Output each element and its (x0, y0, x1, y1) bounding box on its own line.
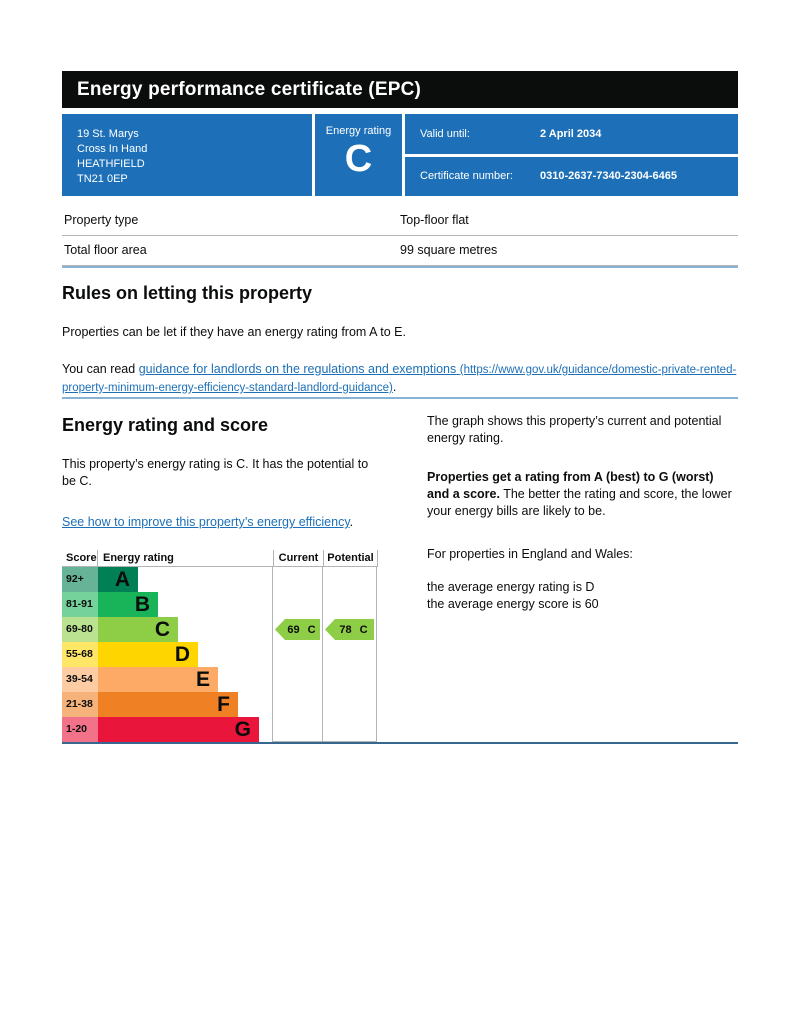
energy-rating-value: C (344, 138, 373, 180)
score-range-f: 21-38 (62, 692, 98, 717)
rating-band-row: 69-80 C (62, 617, 272, 642)
bottom-divider (62, 742, 738, 744)
chart-header-row: Score Energy rating Current Potential (62, 550, 378, 567)
address-line-4: TN21 0EP (77, 173, 128, 185)
certificate-validity-panel: Valid until: 2 April 2034 Certificate nu… (405, 114, 738, 196)
score-range-a: 92+ (62, 567, 98, 592)
address-line-2: Cross In Hand (77, 143, 148, 155)
address-line-1: 19 St. Marys (77, 128, 139, 140)
rating-band-row: 81-91 B (62, 592, 272, 617)
average-stats-paragraph: the average energy rating is D the avera… (427, 579, 738, 613)
certificate-number-label: Certificate number: (420, 170, 513, 183)
energy-rating-badge: Energy rating C (315, 114, 402, 196)
average-score-line: the average energy score is 60 (427, 597, 599, 611)
letting-rules-paragraph: Properties can be let if they have an en… (62, 325, 406, 339)
floor-area-label: Total floor area (64, 243, 147, 257)
section-divider (62, 266, 738, 268)
rating-right-column: The graph shows this property’s current … (427, 413, 738, 742)
rating-band-row: 55-68 D (62, 642, 272, 667)
valid-until-label: Valid until: (420, 127, 470, 140)
rating-explanation-rest: The better the rating and score, the low… (427, 487, 732, 518)
chart-potential-header: Potential (323, 550, 378, 566)
rating-band-row: 92+ A (62, 567, 272, 592)
rating-explanation-paragraph: Properties get a rating from A (best) to… (427, 469, 738, 520)
letting-rules-heading: Rules on letting this property (62, 283, 313, 303)
table-row: Total floor area 99 square metres (62, 236, 738, 266)
property-address: 19 St. Marys Cross In Hand HEATHFIELD TN… (62, 114, 312, 196)
improve-link-suffix: . (349, 515, 354, 529)
certificate-number-value: 0310-2637-7340-2304-6465 (540, 170, 678, 183)
score-range-d: 55-68 (62, 642, 98, 667)
energy-rating-label: Energy rating (325, 125, 392, 137)
rating-band-b: B (98, 592, 158, 617)
rating-left-column: Energy rating and score This property’s … (62, 413, 379, 742)
score-range-g: 1-20 (62, 717, 98, 742)
property-type-value: Top-floor flat (400, 213, 469, 227)
rating-band-row: 39-54 E (62, 667, 272, 692)
rating-band-g: G (98, 717, 259, 742)
valid-until-row: Valid until: 2 April 2034 (405, 114, 738, 154)
rating-intro-paragraph: This property’s energy rating is C. It h… (62, 457, 369, 488)
rating-band-d: D (98, 642, 198, 667)
landlord-guidance-paragraph: You can read guidance for landlords on t… (62, 361, 738, 397)
energy-rating-chart: Score Energy rating Current Potential 92… (62, 550, 378, 742)
graph-description-paragraph: The graph shows this property’s current … (427, 414, 722, 445)
chart-body: 92+ A 81-91 B 69-80 C 55-68 D 39-54 E 21-38 F 1-20 G … (62, 567, 378, 742)
valid-until-value: 2 April 2034 (540, 127, 602, 140)
address-line-3: HEATHFIELD (77, 158, 145, 170)
potential-rating-arrow: 78 C (325, 619, 374, 640)
table-row: Property type Top-floor flat (62, 206, 738, 236)
property-details-table: Property type Top-floor flat Total floor… (62, 206, 738, 266)
rating-band-row: 21-38 F (62, 692, 272, 717)
landlord-guidance-link[interactable]: guidance for landlords on the regulation… (62, 362, 737, 394)
current-rating-column: 69 C (272, 567, 322, 742)
floor-area-value: 99 square metres (400, 243, 498, 257)
document-content: Energy performance certificate (EPC) 19 … (62, 71, 738, 744)
energy-rating-heading: Energy rating and score (62, 415, 269, 435)
rating-band-row: 1-20 G (62, 717, 272, 742)
current-rating-arrow-band: C (307, 623, 316, 636)
rating-band-f: F (98, 692, 238, 717)
energy-rating-section: Energy rating and score This property’s … (62, 413, 738, 742)
potential-rating-arrow-score: 78 (339, 623, 352, 636)
guidance-suffix-text: . (392, 380, 397, 394)
page-title: Energy performance certificate (EPC) (62, 71, 738, 108)
improve-link-paragraph: See how to improve this property’s energ… (62, 514, 379, 531)
rating-band-e: E (98, 667, 218, 692)
rating-bands: 92+ A 81-91 B 69-80 C 55-68 D 39-54 E 21-38 F 1-20 G (62, 567, 272, 742)
guidance-prefix-text: You can read (62, 362, 139, 376)
score-range-b: 81-91 (62, 592, 98, 617)
potential-rating-column: 78 C (322, 567, 377, 742)
chart-rating-header: Energy rating (103, 552, 174, 564)
improve-efficiency-link[interactable]: See how to improve this property’s energ… (62, 515, 350, 529)
score-range-e: 39-54 (62, 667, 98, 692)
guidance-link-url-text: (https://www.gov.uk/guidance/domestic-pr… (62, 364, 737, 394)
current-rating-arrow: 69 C (275, 619, 320, 640)
property-type-label: Property type (64, 213, 139, 227)
certificate-number-row: Certificate number: 0310-2637-7340-2304-… (405, 156, 738, 196)
section-divider (62, 397, 738, 399)
rating-band-c: C (98, 617, 178, 642)
rating-explanation-bold: Properties get a rating from A (best) to… (427, 470, 714, 501)
potential-rating-arrow-band: C (359, 623, 368, 636)
england-wales-paragraph: For properties in England and Wales: (427, 547, 633, 561)
rating-band-a: A (98, 567, 138, 592)
chart-score-header: Score (62, 550, 98, 566)
certificate-summary-panel: 19 St. Marys Cross In Hand HEATHFIELD TN… (62, 114, 738, 196)
score-range-c: 69-80 (62, 617, 98, 642)
current-rating-arrow-score: 69 (287, 623, 300, 636)
average-rating-line: the average energy rating is D (427, 580, 595, 594)
chart-current-header: Current (273, 550, 323, 566)
